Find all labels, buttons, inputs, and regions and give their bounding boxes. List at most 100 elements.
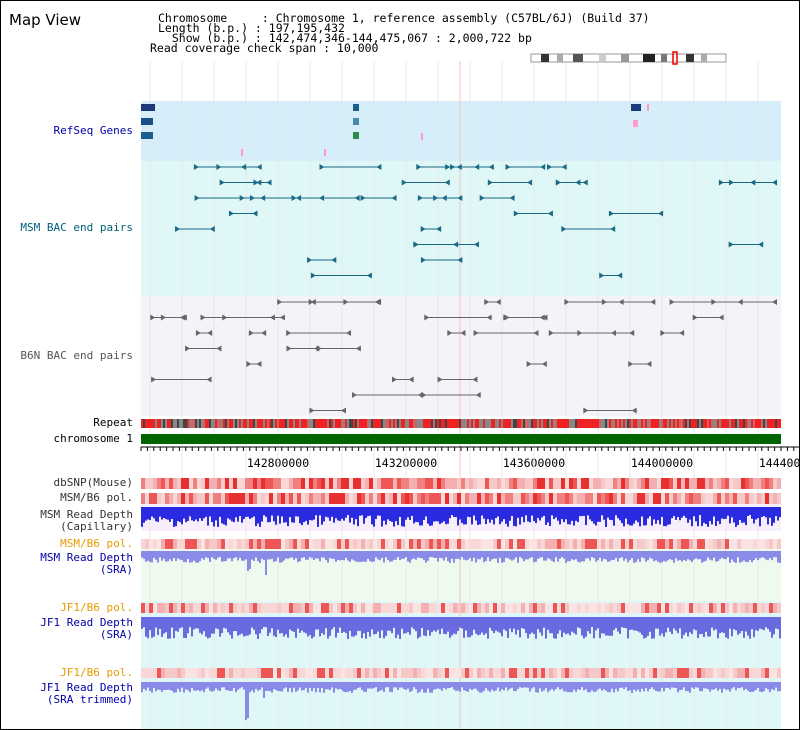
msm-depth-sra-bar xyxy=(685,551,687,562)
repeat-block xyxy=(731,419,733,428)
dbsnp-cell xyxy=(613,478,617,489)
jf1-depth-trim-bar xyxy=(371,682,373,689)
dbsnp-cell xyxy=(393,478,397,489)
jf1-depth-trim-bar xyxy=(217,682,219,691)
repeat-block xyxy=(177,419,179,428)
msm-pol-cell xyxy=(589,493,593,504)
jf1-depth-trim-bar xyxy=(745,682,747,689)
msm-depth-cap-bar xyxy=(717,507,719,522)
jf1-depth-sra-bar xyxy=(455,617,457,635)
jf1-depth-sra-bar xyxy=(161,617,163,637)
msm-pol2-cell xyxy=(329,539,333,549)
msm-pol2-cell xyxy=(141,539,145,549)
jf1-pol2-cell xyxy=(341,668,345,678)
msm-depth-sra-bar xyxy=(499,551,501,558)
msm-depth-sra-bar xyxy=(307,551,309,560)
msm-depth-sra-bar xyxy=(779,551,781,563)
jf1-depth-trim-bar xyxy=(741,682,743,688)
jf1-depth-trim-bar xyxy=(735,682,737,691)
jf1-depth-trim-bar xyxy=(365,682,367,693)
jf1-pol-cell xyxy=(505,603,509,613)
msm-depth-sra-bar xyxy=(149,551,151,562)
jf1-depth-sra-bar xyxy=(171,617,173,628)
jf1-pol-cell xyxy=(625,603,629,613)
repeat-block xyxy=(151,419,153,428)
jf1-depth-sra-bar xyxy=(157,617,159,635)
jf1-depth-sra-bar xyxy=(613,617,615,631)
msm-depth-cap-bar xyxy=(393,507,395,527)
msm-depth-sra-bar xyxy=(443,551,445,561)
msm-pol-cell xyxy=(713,493,717,504)
msm-pol2-cell xyxy=(321,539,325,549)
jf1-depth-trim-bar xyxy=(617,682,619,692)
dbsnp-cell xyxy=(729,478,733,489)
repeat-block xyxy=(617,419,619,428)
msm-depth-cap-bar xyxy=(411,507,413,516)
jf1-depth-sra-bar xyxy=(749,617,751,639)
msm-pol-cell xyxy=(409,493,413,504)
msm-depth-sra-bar xyxy=(239,551,241,558)
jf1-pol-cell xyxy=(365,603,369,613)
jf1-depth-sra-bar xyxy=(207,617,209,639)
msm-pol2-cell xyxy=(365,539,369,549)
jf1-depth-trim-bar xyxy=(489,682,491,692)
msm-depth-cap-bar xyxy=(165,507,167,520)
repeat-block xyxy=(697,419,699,428)
jf1-depth-sra-bar xyxy=(537,617,539,630)
jf1-depth-sra-bar xyxy=(723,617,725,634)
msm-depth-cap-bar xyxy=(205,507,207,517)
jf1-pol-cell xyxy=(509,603,513,613)
jf1-depth-sra-bar xyxy=(445,617,447,635)
msm-depth-sra-bar xyxy=(705,551,707,561)
jf1-pol2-cell xyxy=(593,668,597,678)
msm-depth-sra-bar xyxy=(629,551,631,561)
jf1-depth-trim-bar xyxy=(581,682,583,688)
dbsnp-cell xyxy=(733,478,737,489)
repeat-block xyxy=(351,419,353,428)
dbsnp-cell xyxy=(601,478,605,489)
msm-depth-cap-bar xyxy=(273,507,275,522)
repeat-block xyxy=(591,419,593,428)
repeat-block xyxy=(579,419,581,428)
msm-bac-end xyxy=(457,257,463,263)
length-info: Length (b.p.) : 197,195,432 xyxy=(158,21,345,35)
jf1-depth-sra-bar xyxy=(755,617,757,631)
msm-depth-cap-bar xyxy=(169,507,171,522)
msm-depth-sra-bar xyxy=(387,551,389,560)
jf1-depth-trim-bar xyxy=(375,682,377,688)
msm-pol2-cell xyxy=(277,539,281,549)
msm-depth-cap-bar xyxy=(725,507,727,519)
jf1-depth-trim-bar xyxy=(441,682,443,691)
msm-pol2-cell xyxy=(457,539,461,549)
msm-pol-cell xyxy=(757,493,761,504)
jf1-pol-cell xyxy=(649,603,653,613)
jf1-pol2-cell xyxy=(285,668,289,678)
msm-depth-sra-bar xyxy=(617,551,619,562)
jf1-depth-trim-bar xyxy=(159,682,161,690)
jf1-depth-sra-bar xyxy=(453,617,455,634)
repeat-block xyxy=(441,419,443,428)
msm-pol2-cell xyxy=(293,539,297,549)
jf1-pol-cell xyxy=(253,603,257,613)
jf1-depth-sra-bar xyxy=(413,617,415,630)
msm-pol2-cell xyxy=(245,539,249,549)
jf1-pol-cell xyxy=(549,603,553,613)
msm-depth-cap-bar xyxy=(345,507,347,518)
jf1-pol-cell xyxy=(489,603,493,613)
jf1-depth-sra-bar xyxy=(265,617,267,628)
jf1-pol2-cell xyxy=(409,668,413,678)
jf1-pol2-cell xyxy=(777,668,781,678)
jf1-pol2-cell xyxy=(625,668,629,678)
msm-depth-sra-bar xyxy=(263,551,265,561)
msm-depth-sra-bar xyxy=(159,551,161,558)
msm-pol-cell xyxy=(601,493,605,504)
jf1-depth-trim-bar xyxy=(165,682,167,691)
msm-pol-cell xyxy=(185,493,189,504)
repeat-block xyxy=(615,419,617,428)
msm-pol-cell xyxy=(165,493,169,504)
jf1-pol2-cell xyxy=(677,668,681,678)
dbsnp-cell xyxy=(641,478,645,489)
msm-depth-sra-bar xyxy=(729,551,731,563)
jf1-depth-trim-bar xyxy=(311,682,313,692)
repeat-block xyxy=(675,419,677,428)
